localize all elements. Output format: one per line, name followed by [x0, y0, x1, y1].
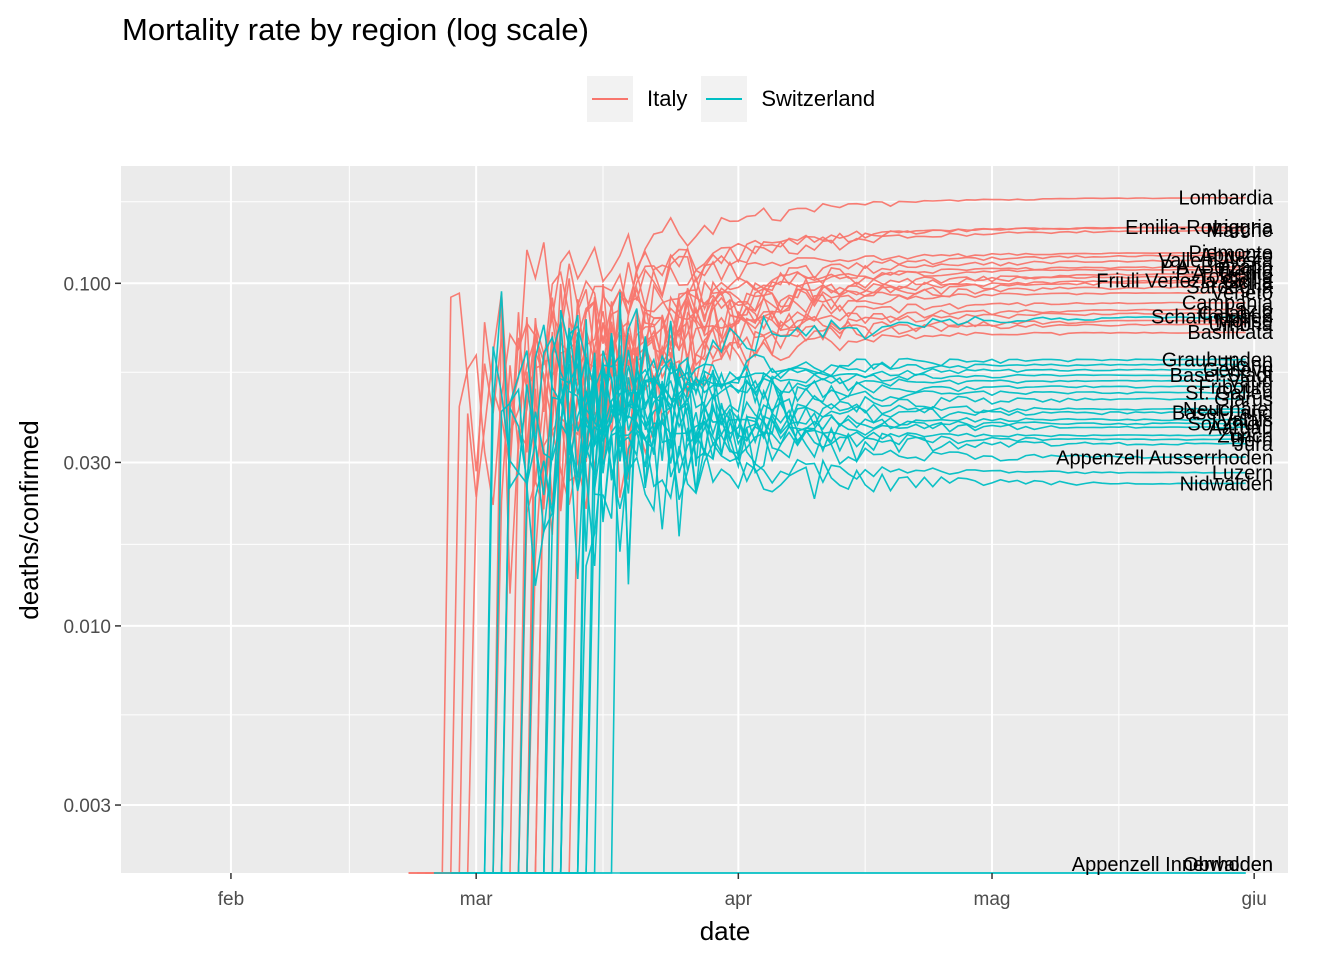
legend-key-switzerland [701, 76, 748, 122]
series-line-st-gallen [518, 347, 1246, 874]
region-label-aargau: Aargau [1209, 417, 1274, 439]
region-label-luzern: Luzern [1212, 463, 1273, 485]
series-line-z-rich [450, 346, 1246, 874]
series-line-solothurn [510, 309, 1246, 874]
region-label-basel-land: Basel-Land [1172, 402, 1273, 424]
series-line-marche [425, 229, 1246, 874]
series-line-calabria [501, 296, 1246, 874]
region-label-schaffhausen: Schaffhausen [1151, 307, 1273, 329]
region-label-veneto: Veneto [1211, 283, 1273, 305]
series-line-veneto [408, 291, 1246, 874]
x-tick-label: feb [218, 889, 244, 910]
region-label-toscana: Toscana [1199, 266, 1274, 288]
x-tick-label: mar [460, 889, 493, 910]
legend-item-italy: Italy [587, 76, 687, 122]
region-label-molise: Molise [1215, 310, 1273, 332]
region-label-jura: Jura [1234, 434, 1274, 456]
y-axis-title: deaths/confirmed [14, 420, 44, 619]
axis-ticks: feb mar apr mag giu 0.003 0.010 0.030 0.100 [63, 274, 1266, 910]
region-label-marche: Marche [1206, 220, 1273, 242]
region-label-piemonte: Piemonte [1189, 243, 1274, 265]
series-line-molise [476, 317, 1246, 874]
region-label-sardegna: Sardegna [1186, 276, 1274, 298]
region-label-glarus: Glarus [1214, 389, 1273, 411]
region-label-lombardia: Lombardia [1178, 188, 1273, 210]
x-tick-label: apr [725, 889, 753, 910]
region-label-basel-stadt: Basel-Stadt [1170, 365, 1274, 387]
legend: Italy Switzerland [587, 76, 889, 122]
series-line-valais [493, 321, 1246, 874]
series-line-ticino [433, 291, 1246, 874]
series-line-puglia [442, 268, 1246, 874]
x-axis-title: date [700, 916, 751, 946]
y-tick-label: 0.003 [63, 796, 111, 817]
region-label-abruzzo: Abruzzo [1200, 245, 1273, 267]
legend-key-italy [587, 76, 633, 122]
region-label-campania: Campania [1182, 292, 1274, 314]
region-label-lazio: Lazio [1225, 299, 1273, 321]
region-label-z-rich: Zürich [1217, 425, 1273, 447]
legend-label-switzerland: Switzerland [761, 86, 876, 111]
series-line-abruzzo [450, 254, 1246, 874]
region-label-liguria: Liguria [1213, 217, 1274, 239]
series-line-vaud [476, 324, 1246, 874]
region-label-appenzell-ausserrhoden: Appenzell Ausserrhoden [1056, 448, 1273, 470]
series-line-lombardia [408, 197, 1246, 874]
region-label-appenzell-innerrhoden: Appenzell Innerrhoden [1072, 854, 1273, 876]
legend-label-italy: Italy [647, 86, 688, 111]
region-label-nidwalden: Nidwalden [1180, 474, 1273, 496]
region-label-obwalden: Obwalden [1183, 854, 1273, 876]
region-label-sicilia: Sicilia [1221, 272, 1274, 294]
y-tick-label: 0.100 [63, 274, 111, 295]
series-line-bern [476, 342, 1246, 874]
region-label-bern: Bern [1231, 430, 1273, 452]
region-label-st-gallen: St. Gallen [1185, 383, 1273, 405]
series-line-jura [518, 365, 1246, 874]
series-line-p-a-trento [484, 272, 1246, 874]
region-label-fribourg: Fribourg [1199, 376, 1273, 398]
region-label-graubunden: Graubunden [1162, 349, 1273, 371]
region-label-friuli-venezia-giulia: Friuli Venezia Giulia [1096, 270, 1274, 292]
legend-item-switzerland: Switzerland [701, 76, 875, 122]
region-label-vaud: Vaud [1228, 371, 1273, 393]
region-label-calabria: Calabria [1199, 303, 1274, 325]
region-label-p-a-trento: P.A. Trento [1176, 263, 1273, 285]
series-line-emilia-romagna [408, 226, 1246, 874]
region-label-neuch-tel: Neuchâtel [1183, 399, 1273, 421]
series-line-nidwalden [552, 379, 1246, 874]
series-line-luzern [501, 345, 1246, 874]
region-label-gen-ve: Genève [1203, 360, 1273, 382]
y-tick-label: 0.010 [63, 617, 111, 638]
series-line-fribourg [476, 332, 1246, 874]
chart-title: Mortality rate by region (log scale) [122, 12, 589, 47]
x-tick-label: mag [974, 889, 1011, 910]
series-line-neuch-tel [493, 324, 1246, 874]
series-line-piemonte [425, 251, 1246, 874]
region-label-emilia-romagna: Emilia-Romagna [1125, 217, 1274, 239]
series-line-lazio [459, 308, 1246, 874]
region-label-solothurn: Solothurn [1187, 413, 1273, 435]
region-label-puglia: Puglia [1217, 259, 1273, 281]
region-label-umbria: Umbria [1209, 314, 1274, 336]
region-label-basilicata: Basilicata [1187, 322, 1273, 344]
x-tick-label: giu [1241, 889, 1266, 910]
region-label-valais: Valais [1220, 410, 1273, 432]
region-labels: Lombardia LiguriaEmilia-RomagnaMarchePiem… [1056, 188, 1274, 876]
region-label-valle-d-aosta: Valle d'Aosta [1158, 250, 1274, 272]
region-label-p-a-bolzano: P.A. Bolzano [1160, 256, 1273, 278]
series-lines [408, 197, 1246, 874]
region-label-ticino: Ticino [1220, 354, 1273, 376]
y-tick-label: 0.030 [63, 453, 111, 474]
